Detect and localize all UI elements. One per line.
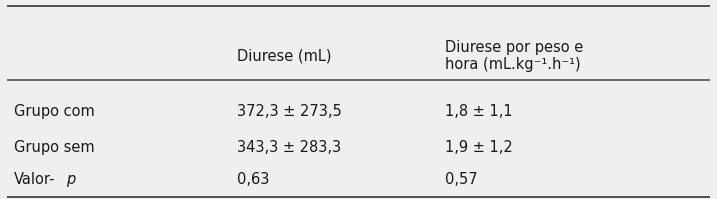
Text: 372,3 ± 273,5: 372,3 ± 273,5 bbox=[237, 104, 341, 119]
Text: Diurese por peso e
hora (mL.kg⁻¹.h⁻¹): Diurese por peso e hora (mL.kg⁻¹.h⁻¹) bbox=[445, 40, 583, 72]
Text: Valor-: Valor- bbox=[14, 172, 56, 187]
Text: p: p bbox=[66, 172, 75, 187]
Text: 0,63: 0,63 bbox=[237, 172, 269, 187]
Text: Diurese (mL): Diurese (mL) bbox=[237, 48, 331, 63]
Text: 1,8 ± 1,1: 1,8 ± 1,1 bbox=[445, 104, 512, 119]
Text: 1,9 ± 1,2: 1,9 ± 1,2 bbox=[445, 140, 512, 155]
Text: 343,3 ± 283,3: 343,3 ± 283,3 bbox=[237, 140, 341, 155]
Text: 0,57: 0,57 bbox=[445, 172, 478, 187]
Text: Grupo sem: Grupo sem bbox=[14, 140, 95, 155]
Text: Grupo com: Grupo com bbox=[14, 104, 95, 119]
